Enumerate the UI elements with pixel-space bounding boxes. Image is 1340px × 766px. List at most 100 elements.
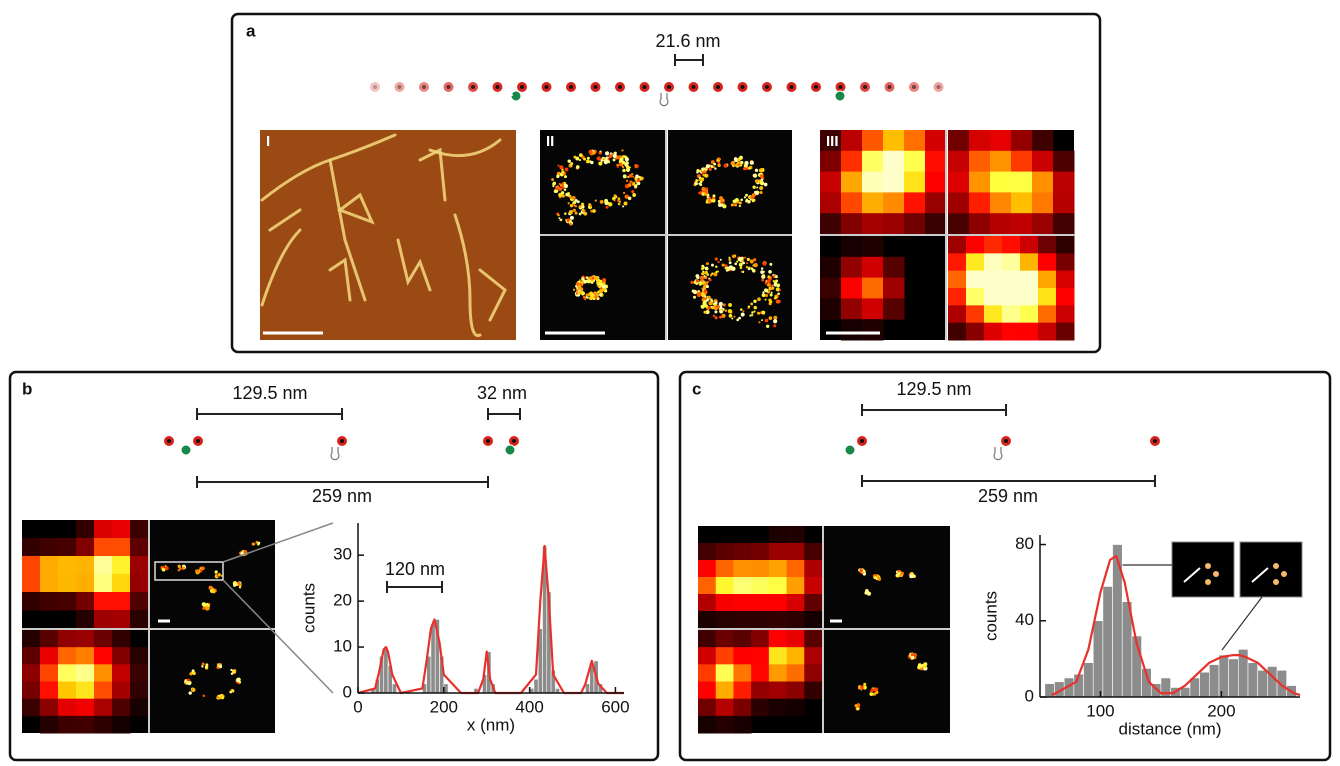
localization [243,550,248,554]
pixel [883,150,905,173]
localization [759,174,764,179]
localization [703,297,707,300]
dye-core [512,439,516,443]
inset-mark [1183,567,1201,583]
localization [627,196,632,201]
image-bg [824,630,950,733]
localization [607,157,610,161]
pixel [966,270,985,289]
localization [719,315,722,319]
localization [859,568,863,573]
pixel [733,681,752,700]
pixel [715,698,734,717]
localization [768,316,773,320]
pixel [751,698,770,717]
localization [854,704,858,708]
localization [727,308,733,314]
localization [599,199,604,204]
pixel [733,664,752,682]
pixel [925,213,947,235]
hairpin [659,93,669,107]
localization [598,288,604,294]
localization [700,171,703,174]
localization [218,694,221,697]
localization [561,168,564,171]
pixel [130,664,149,682]
pixel [984,305,1003,324]
localization [719,310,723,314]
pixel [130,592,149,611]
localization [608,202,613,207]
localization [743,256,747,259]
annotation: 120 nm [385,559,445,579]
pixel [862,298,884,320]
localization [599,150,602,153]
fit-curve [1051,554,1301,697]
pixel [841,130,863,152]
pixel [22,698,41,717]
localization [705,310,710,315]
localization [748,167,751,170]
localization [623,174,627,179]
localization [596,294,599,297]
pixel [1038,322,1057,341]
localization [627,183,632,188]
localization [708,278,712,282]
localization [690,280,694,284]
localization [565,192,569,197]
pixel [862,150,884,173]
localization [752,198,756,202]
pixel [751,611,770,629]
pixel [112,538,131,557]
localization [756,186,759,189]
localization [764,298,767,301]
pixel [841,150,863,173]
localization [714,301,718,305]
pixel [841,213,863,235]
molecule [418,147,447,202]
localization [750,302,754,306]
localization [712,314,716,317]
pixel [786,526,805,544]
localization [602,158,605,161]
localization [863,682,867,686]
bracket [196,476,489,488]
localization [767,275,771,279]
pixel [1053,150,1075,173]
spacing-label: 21.6 nm [655,31,720,51]
localization [753,305,758,310]
bar [1247,662,1258,698]
pixel [841,192,863,214]
pixel [948,236,967,254]
pixel [768,630,788,648]
localization [188,691,192,695]
pixel [1032,150,1054,173]
localization [636,178,641,183]
localization [714,257,718,261]
localization [773,324,777,328]
y-axis-label: counts [299,583,318,633]
bar [1102,586,1113,698]
y-tick-label: 10 [333,637,352,656]
anchor [510,90,522,102]
dye [369,81,381,93]
pixel [904,150,926,173]
pixel [1053,192,1075,214]
pixel [751,594,770,612]
x-tick-label: 0 [353,697,362,716]
localization [701,287,704,290]
x-tick-label: 200 [1207,701,1235,720]
schematic [28,433,648,461]
dye-core [838,85,843,89]
localization [631,190,635,194]
localization [202,602,207,607]
dye-core [863,85,867,89]
pixel [698,681,717,700]
localization [555,187,559,191]
pixel [804,664,823,682]
image-bg [540,130,666,234]
pixel [733,698,752,717]
pixel [862,256,884,279]
pixel [768,577,788,595]
